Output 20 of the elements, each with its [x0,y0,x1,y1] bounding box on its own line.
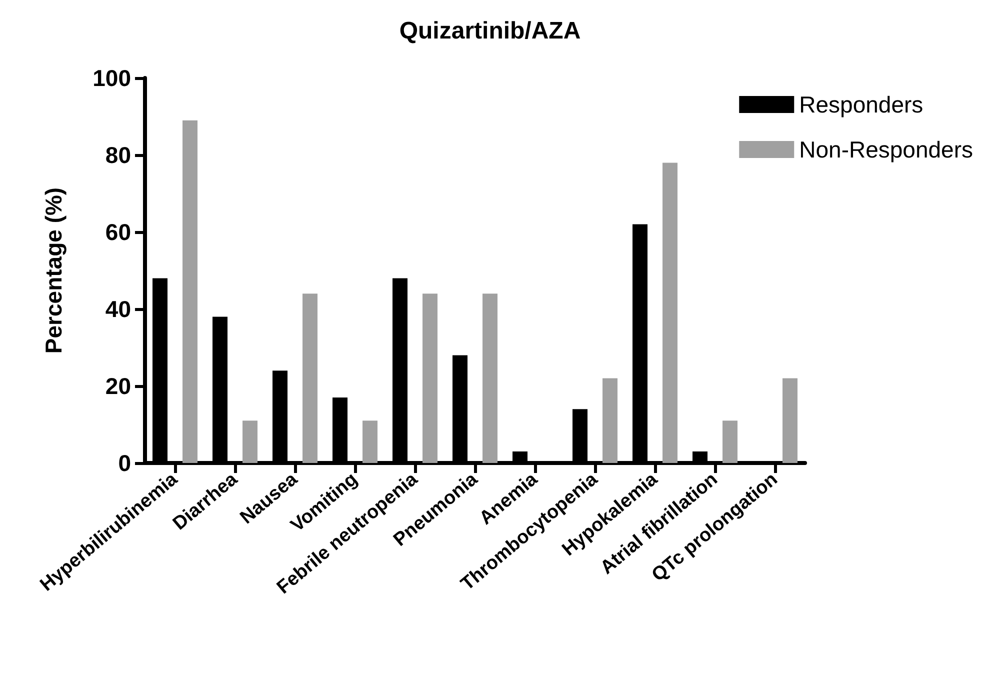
y-tick-label: 20 [105,373,131,399]
chart-title: Quizartinib/AZA [399,18,581,44]
bar [482,294,498,463]
y-tick-label: 40 [105,296,131,322]
bar [362,420,378,463]
legend-label: Non-Responders [799,136,974,162]
bar [782,378,798,463]
bar [302,294,318,463]
bar [722,420,738,463]
bar [662,162,678,463]
y-tick-label: 100 [92,65,131,91]
bar [182,120,198,463]
y-tick-label: 0 [118,450,131,476]
y-axis-title: Percentage (%) [40,187,66,354]
bar [242,420,258,463]
bar [602,378,618,463]
y-tick-label: 60 [105,219,131,245]
y-tick-label: 80 [105,142,131,168]
bar [422,294,438,463]
legend-label: Responders [799,92,924,118]
